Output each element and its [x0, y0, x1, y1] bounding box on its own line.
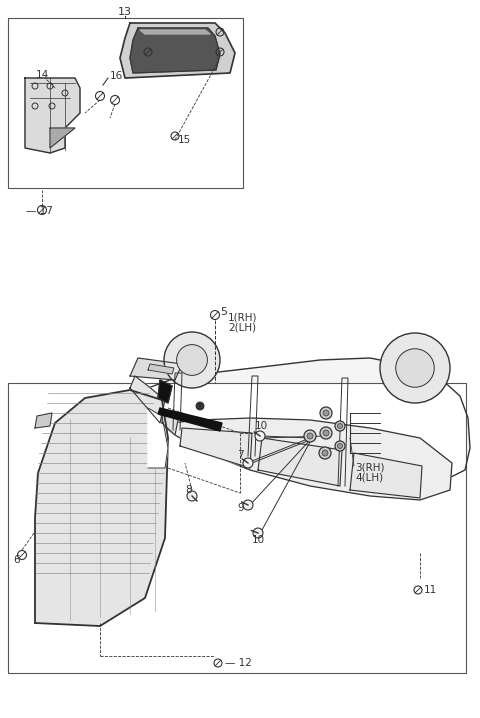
Polygon shape — [160, 418, 452, 500]
Circle shape — [337, 444, 343, 449]
Text: 14: 14 — [36, 70, 49, 80]
Text: 11: 11 — [424, 585, 437, 595]
Circle shape — [307, 433, 313, 439]
Polygon shape — [50, 128, 75, 148]
Text: 10: 10 — [255, 421, 268, 431]
Polygon shape — [130, 358, 470, 480]
Circle shape — [177, 345, 207, 376]
Text: 1(RH): 1(RH) — [228, 313, 257, 323]
Polygon shape — [158, 408, 222, 431]
Circle shape — [304, 430, 316, 442]
Polygon shape — [35, 390, 168, 626]
Polygon shape — [130, 28, 220, 73]
Text: 15: 15 — [178, 135, 191, 145]
Circle shape — [255, 431, 265, 441]
Circle shape — [320, 427, 332, 439]
Polygon shape — [130, 358, 182, 380]
Circle shape — [164, 332, 220, 388]
Circle shape — [253, 528, 263, 538]
Polygon shape — [350, 453, 422, 498]
Circle shape — [335, 421, 345, 431]
Text: 3(RH): 3(RH) — [355, 463, 384, 473]
Polygon shape — [35, 413, 52, 428]
Polygon shape — [148, 408, 168, 468]
Circle shape — [335, 441, 345, 451]
Text: 8: 8 — [185, 485, 192, 495]
Circle shape — [319, 447, 331, 459]
Text: 4(LH): 4(LH) — [355, 473, 383, 483]
Circle shape — [322, 450, 328, 456]
Text: 7: 7 — [237, 450, 244, 460]
Circle shape — [187, 491, 197, 501]
Text: — 17: — 17 — [26, 206, 53, 216]
Polygon shape — [120, 23, 235, 78]
Polygon shape — [140, 30, 210, 34]
Circle shape — [320, 407, 332, 419]
Circle shape — [323, 410, 329, 416]
Text: 6: 6 — [13, 555, 20, 565]
Text: 10: 10 — [252, 535, 265, 545]
Polygon shape — [148, 364, 174, 374]
Circle shape — [380, 333, 450, 403]
Text: 16: 16 — [110, 71, 123, 81]
Polygon shape — [162, 410, 178, 435]
Circle shape — [243, 500, 253, 510]
Polygon shape — [130, 376, 165, 423]
Text: 13: 13 — [118, 7, 132, 17]
Text: 9: 9 — [237, 503, 244, 513]
Polygon shape — [258, 438, 342, 486]
Circle shape — [323, 430, 329, 436]
Bar — [8, 383, 466, 673]
Circle shape — [196, 402, 204, 410]
Circle shape — [337, 424, 343, 429]
Bar — [8, 18, 243, 188]
Polygon shape — [25, 78, 80, 153]
Text: 2(LH): 2(LH) — [228, 323, 256, 333]
Polygon shape — [180, 428, 252, 468]
Circle shape — [243, 458, 253, 468]
Text: — 12: — 12 — [225, 658, 252, 668]
Text: 5: 5 — [220, 307, 227, 317]
Circle shape — [396, 349, 434, 387]
Polygon shape — [158, 380, 172, 403]
